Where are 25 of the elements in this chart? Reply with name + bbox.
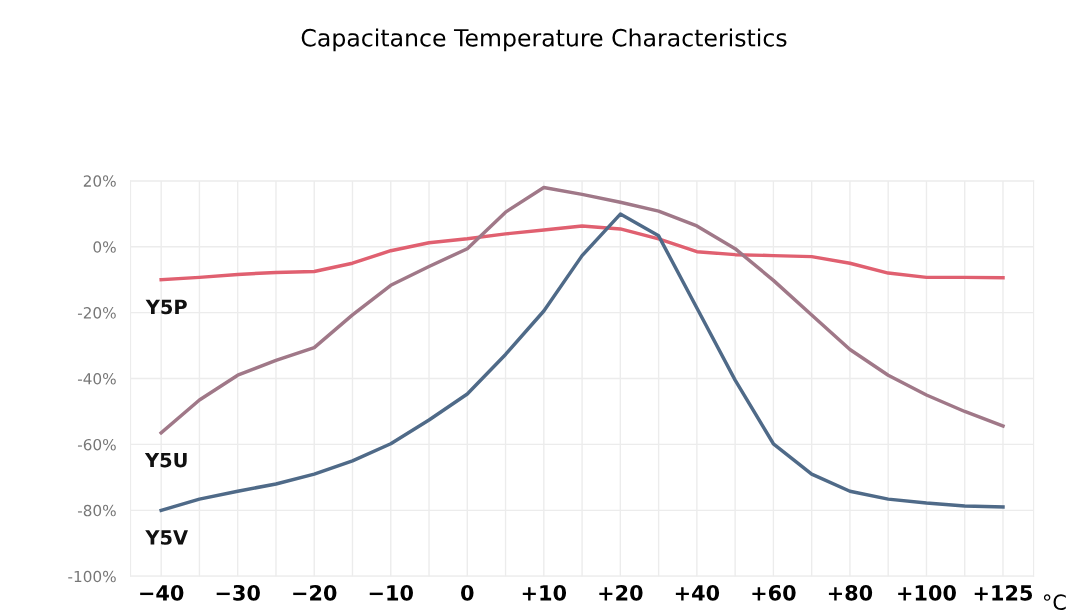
x-tick-label: −20 [293,584,337,601]
x-tick-label: +20 [599,584,643,601]
x-tick-label: +125 [974,584,1032,601]
y-tick-label: -100% [68,570,116,583]
series-label: Y5U [144,452,187,468]
series-label: Y5P [145,299,187,315]
y-tick-label: -60% [77,438,116,451]
x-tick-label: −30 [216,584,260,601]
x-axis-title: °C [1043,594,1066,611]
x-tick-label: −10 [369,584,413,601]
x-tick-label: +40 [675,584,720,601]
x-tick-label: +100 [898,584,956,601]
series-label: Y5V [145,530,188,545]
y-tick-label: -80% [77,504,116,517]
x-tick-label: +60 [752,584,796,601]
chart-title: Capacitance Temperature Characteristics [301,28,787,52]
line-series [159,224,1005,282]
x-tick-label: 0 [461,584,474,601]
y-tick-label: -20% [77,307,116,319]
x-tick-label: +10 [522,584,567,601]
y-tick-label: -40% [77,372,116,385]
x-tick-label: +80 [828,584,873,601]
y-tick-label: 20% [83,175,116,187]
y-tick-label: 0% [93,241,116,253]
x-tick-label: −40 [140,584,184,601]
